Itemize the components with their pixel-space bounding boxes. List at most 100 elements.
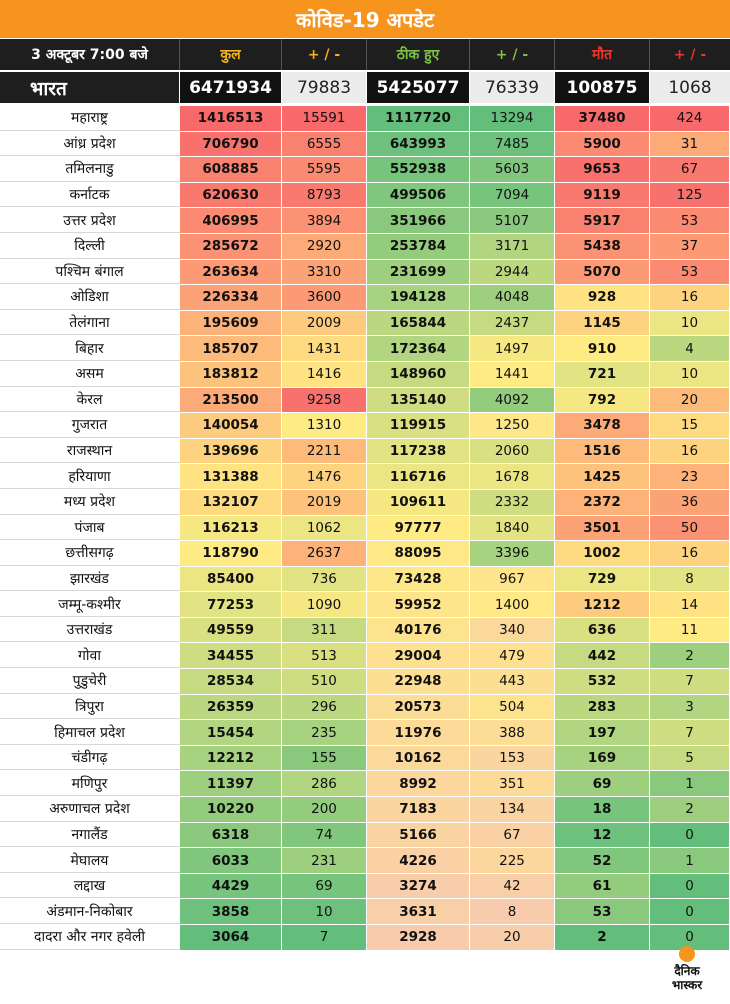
logo-line2: भास्कर — [671, 978, 703, 992]
deaths-cell: 197 — [555, 720, 650, 745]
deaths-change-cell: 53 — [650, 259, 730, 285]
deaths-change-cell: 1 — [650, 771, 730, 797]
state-name: आंध्र प्रदेश — [0, 131, 180, 157]
deaths-cell: 636 — [555, 617, 650, 643]
table-row: लद्दाख 4429 69 3274 42 61 0 — [0, 873, 730, 900]
total-change-cell: 311 — [282, 617, 367, 643]
table-row: केरल 213500 9258 135140 4092 792 20 — [0, 387, 730, 414]
recovered-change-cell: 1250 — [470, 413, 555, 438]
deaths-cell: 53 — [555, 899, 650, 924]
recovered-cell: 2928 — [367, 925, 470, 950]
recovered-cell: 172364 — [367, 336, 470, 361]
recovered-cell: 3631 — [367, 899, 470, 924]
recovered-change-cell: 3396 — [470, 541, 555, 566]
deaths-cell: 169 — [555, 745, 650, 771]
deaths-cell: 442 — [555, 643, 650, 669]
total-change-cell: 1416 — [282, 361, 367, 387]
total-change-cell: 6555 — [282, 131, 367, 157]
recovered-cell: 231699 — [367, 259, 470, 285]
total-change-cell: 1476 — [282, 464, 367, 489]
deaths-change-cell: 20 — [650, 387, 730, 413]
state-name: दिल्ली — [0, 233, 180, 259]
deaths-change-cell: 10 — [650, 310, 730, 336]
state-name: नगालैंड — [0, 822, 180, 848]
deaths-change-cell: 424 — [650, 106, 730, 131]
deaths-cell: 9653 — [555, 157, 650, 182]
recovered-change-cell: 351 — [470, 771, 555, 797]
deaths-change-cell: 125 — [650, 182, 730, 208]
deaths-cell: 69 — [555, 771, 650, 797]
recovered-cell: 10162 — [367, 745, 470, 771]
table-row: ओडिशा 226334 3600 194128 4048 928 16 — [0, 285, 730, 311]
recovered-change-cell: 7094 — [470, 182, 555, 208]
total-cell: 263634 — [180, 259, 282, 285]
total-change-cell: 510 — [282, 669, 367, 694]
total-cell: 6318 — [180, 822, 282, 848]
total-change-cell: 3600 — [282, 285, 367, 310]
table-row: कर्नाटक 620630 8793 499506 7094 9119 125 — [0, 182, 730, 209]
deaths-cell: 910 — [555, 336, 650, 361]
deaths-change-cell: 0 — [650, 873, 730, 899]
deaths-change-cell: 14 — [650, 592, 730, 617]
state-name: गुजरात — [0, 413, 180, 438]
recovered-cell: 29004 — [367, 643, 470, 669]
recovered-cell: 1117720 — [367, 106, 470, 131]
recovered-cell: 499506 — [367, 182, 470, 208]
table-row: छत्तीसगढ़ 118790 2637 88095 3396 1002 16 — [0, 541, 730, 567]
total-change-cell: 513 — [282, 643, 367, 669]
total-cell: 3858 — [180, 899, 282, 924]
table-header: 3 अक्टूबर 7:00 बजे कुल + / - ठीक हुए + /… — [0, 39, 730, 70]
state-table: महाराष्ट्र 1416513 15591 1117720 13294 37480 4… — [0, 106, 730, 951]
state-name: ओडिशा — [0, 285, 180, 310]
state-name: मणिपुर — [0, 771, 180, 797]
deaths-cell: 18 — [555, 797, 650, 822]
state-name: उत्तर प्रदेश — [0, 208, 180, 233]
total-cell: 34455 — [180, 643, 282, 669]
total-cell: 139696 — [180, 438, 282, 464]
state-name: महाराष्ट्र — [0, 106, 180, 131]
total-change-cell: 2019 — [282, 489, 367, 515]
total-change-cell: 2009 — [282, 310, 367, 336]
deaths-cell: 37480 — [555, 106, 650, 131]
deaths-cell: 729 — [555, 566, 650, 592]
recovered-cell: 5166 — [367, 822, 470, 848]
deaths-change-cell: 16 — [650, 438, 730, 464]
total-cell: 3064 — [180, 925, 282, 950]
recovered-change-cell: 153 — [470, 745, 555, 771]
total-change-cell: 231 — [282, 848, 367, 873]
header-deaths: मौत — [555, 39, 650, 70]
total-change-cell: 15591 — [282, 106, 367, 131]
recovered-change-cell: 1400 — [470, 592, 555, 617]
table-row: पश्चिम बंगाल 263634 3310 231699 2944 5070 53 — [0, 259, 730, 286]
recovered-change-cell: 504 — [470, 694, 555, 720]
total-cell: 285672 — [180, 233, 282, 259]
deaths-change-cell: 1 — [650, 848, 730, 873]
deaths-cell: 283 — [555, 694, 650, 720]
recovered-change-cell: 2944 — [470, 259, 555, 285]
total-change-cell: 2637 — [282, 541, 367, 566]
total-cell: 608885 — [180, 157, 282, 182]
table-row: मध्य प्रदेश 132107 2019 109611 2332 2372 36 — [0, 489, 730, 516]
recovered-change-cell: 7485 — [470, 131, 555, 157]
table-row: महाराष्ट्र 1416513 15591 1117720 13294 37480 4… — [0, 106, 730, 132]
total-cell: 706790 — [180, 131, 282, 157]
deaths-change-cell: 4 — [650, 336, 730, 361]
deaths-change-cell: 3 — [650, 694, 730, 720]
state-name: तेलंगाना — [0, 310, 180, 336]
recovered-change-cell: 479 — [470, 643, 555, 669]
table-row: असम 183812 1416 148960 1441 721 10 — [0, 361, 730, 388]
india-label: भारत — [0, 72, 180, 103]
total-change-cell: 74 — [282, 822, 367, 848]
deaths-cell: 1212 — [555, 592, 650, 617]
deaths-change-cell: 15 — [650, 413, 730, 438]
deaths-cell: 52 — [555, 848, 650, 873]
india-total-change: 79883 — [282, 72, 367, 103]
deaths-change-cell: 2 — [650, 643, 730, 669]
total-cell: 131388 — [180, 464, 282, 489]
recovered-cell: 97777 — [367, 515, 470, 541]
recovered-cell: 8992 — [367, 771, 470, 797]
deaths-cell: 5070 — [555, 259, 650, 285]
recovered-cell: 148960 — [367, 361, 470, 387]
total-change-cell: 3894 — [282, 208, 367, 233]
recovered-cell: 73428 — [367, 566, 470, 592]
